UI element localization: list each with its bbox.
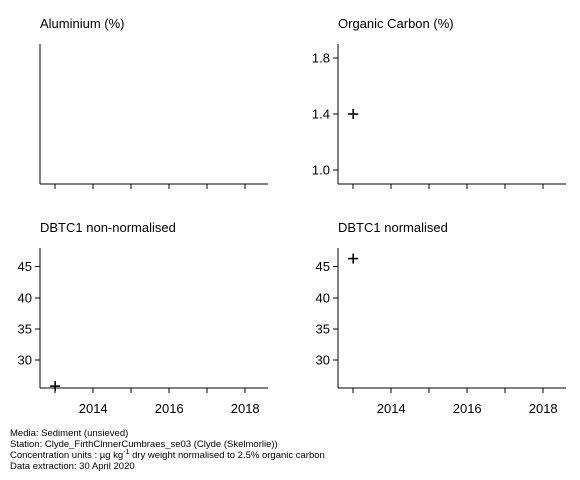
y-tick-label: 35: [316, 321, 330, 336]
footer-units: Concentration units : µg kg-1 dry weight…: [10, 448, 325, 461]
y-tick-label: 30: [18, 353, 32, 368]
panel-title: Aluminium (%): [40, 16, 125, 31]
y-tick-label: 1.0: [312, 163, 330, 178]
x-tick-label: 2018: [529, 401, 558, 416]
chart-panel-3: DBTC1 non-normalised 30 35 40 45 2014 2016 2018: [18, 220, 268, 416]
panel-title: DBTC1 normalised: [338, 220, 448, 235]
y-tick-label: 40: [18, 290, 32, 305]
chart-figure: Aluminium (%) Organic Carbon (%) 1.0 1.4 1.8…: [18, 16, 566, 416]
y-tick-label: 40: [316, 290, 330, 305]
footer-units-suffix: dry weight normalised to 2.5% organic ca…: [129, 450, 325, 461]
y-tick-label: 45: [18, 259, 32, 274]
y-tick-label: 30: [316, 353, 330, 368]
footer-media: Media: Sediment (unsieved): [10, 428, 129, 439]
chart-panel-2: Organic Carbon (%) 1.0 1.4 1.8: [312, 16, 566, 189]
chart-panel-4: DBTC1 normalised 30 35 40 45 2014 2016 2018: [316, 220, 566, 416]
y-tick-label: 1.8: [312, 51, 330, 66]
x-tick-label: 2016: [155, 401, 184, 416]
x-tick-label: 2016: [453, 401, 482, 416]
footer-extraction: Data extraction: 30 April 2020: [10, 461, 135, 472]
y-tick-label: 35: [18, 321, 32, 336]
x-tick-label: 2014: [79, 401, 108, 416]
panel-title: Organic Carbon (%): [338, 16, 454, 31]
y-tick-label: 1.4: [312, 107, 330, 122]
footer-units-exponent: -1: [123, 448, 130, 456]
y-tick-label: 45: [316, 259, 330, 274]
data-point: [348, 109, 359, 119]
x-tick-label: 2014: [377, 401, 406, 416]
footer-station: Station: Clyde_FirthClnnerCumbraes_se03 …: [10, 439, 278, 450]
x-tick-label: 2018: [231, 401, 260, 416]
data-point: [50, 381, 61, 392]
panel-title: DBTC1 non-normalised: [40, 220, 176, 235]
chart-panel-1: Aluminium (%): [39, 16, 268, 189]
data-point: [348, 253, 359, 264]
footer-units-prefix: Concentration units : µg kg: [10, 450, 124, 461]
chart-footer: Media: Sediment (unsieved) Station: Clyd…: [10, 428, 325, 472]
